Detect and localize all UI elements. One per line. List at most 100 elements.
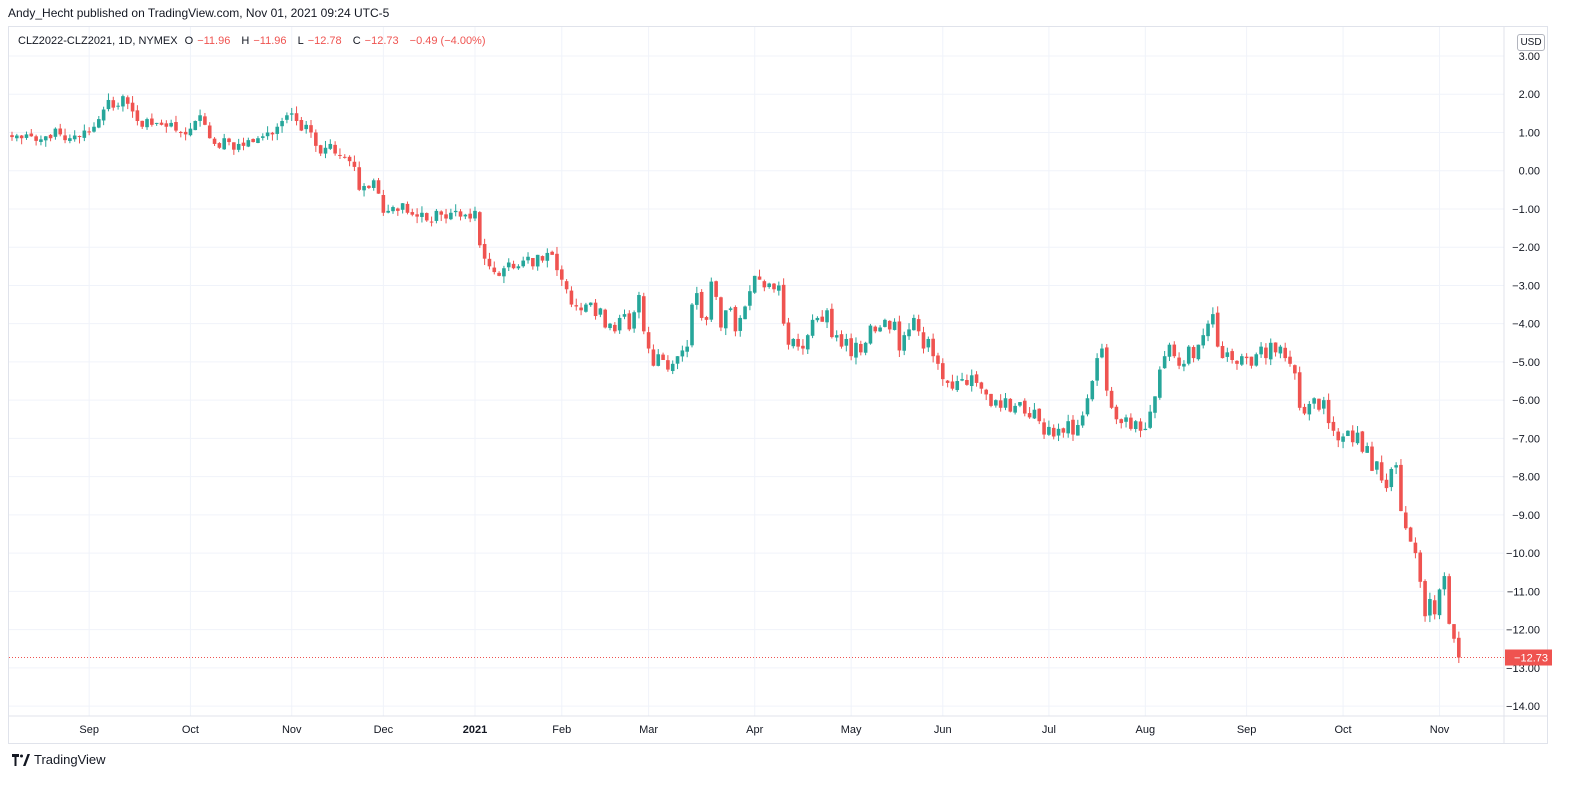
candle-down xyxy=(1379,455,1384,483)
candle-body xyxy=(998,400,1003,408)
x-tick-label: Aug xyxy=(1136,724,1156,736)
candle-down xyxy=(1191,345,1196,363)
candle-body xyxy=(863,342,868,353)
candle-body xyxy=(256,138,260,143)
candle-up xyxy=(1080,411,1085,428)
candle-body xyxy=(1259,346,1263,355)
candle-body xyxy=(1413,542,1418,554)
y-tick-label: −8.00 xyxy=(1512,472,1540,484)
legend-symbol[interactable]: CLZ2022-CLZ2021, 1D, NYMEX xyxy=(18,35,178,47)
candle-down xyxy=(1408,526,1413,542)
currency-button[interactable]: USD xyxy=(1517,34,1545,51)
candle-body xyxy=(1457,637,1461,658)
candle-down xyxy=(873,325,878,334)
candle-down xyxy=(1249,356,1254,369)
candle-down xyxy=(203,112,207,126)
candle-body xyxy=(1399,464,1403,512)
candle-down xyxy=(1051,424,1056,440)
candle-up xyxy=(1312,397,1316,409)
candle-body xyxy=(569,290,574,305)
candle-up xyxy=(473,206,477,222)
chart-frame[interactable] xyxy=(8,26,1548,744)
candle-body xyxy=(275,126,280,134)
candle-up xyxy=(43,135,48,147)
candle-up xyxy=(82,124,87,142)
x-tick-label: 2021 xyxy=(463,724,487,736)
candle-up xyxy=(588,302,593,307)
candle-up xyxy=(1428,592,1432,623)
candle-body xyxy=(955,381,960,391)
candle-up xyxy=(545,248,550,268)
candle-down xyxy=(839,330,844,349)
candle-down xyxy=(646,326,651,354)
candle-body xyxy=(396,208,400,211)
candle-body xyxy=(1394,465,1398,468)
candle-body xyxy=(695,293,699,305)
candle-down xyxy=(150,113,154,127)
candle-up xyxy=(265,126,270,140)
candle-body xyxy=(24,134,29,138)
candle-down xyxy=(714,280,718,300)
candle-down xyxy=(989,393,993,408)
candle-up xyxy=(622,309,627,320)
candle-down xyxy=(347,155,352,167)
candle-body xyxy=(376,180,381,194)
candle-up xyxy=(1056,423,1061,442)
candle-body xyxy=(294,113,299,122)
candle-body xyxy=(1379,462,1384,481)
candle-up xyxy=(743,305,747,320)
candle-body xyxy=(767,283,771,288)
candle-body xyxy=(473,210,477,219)
candle-down xyxy=(77,135,82,144)
candle-down xyxy=(183,127,188,141)
candle-body xyxy=(1027,413,1032,418)
candle-down xyxy=(830,303,834,339)
candle-body xyxy=(410,212,415,215)
candle-up xyxy=(526,252,530,264)
candle-up xyxy=(1182,360,1186,372)
candle-up xyxy=(391,205,395,214)
candle-body xyxy=(260,136,265,138)
x-tick-label: Sep xyxy=(1237,724,1257,736)
candle-down xyxy=(916,314,921,336)
candle-body xyxy=(617,317,622,331)
candle-body xyxy=(1239,356,1244,365)
candle-body xyxy=(950,381,955,389)
candle-down xyxy=(859,340,863,356)
candle-body xyxy=(53,128,58,137)
candle-up xyxy=(1225,347,1230,362)
candle-body xyxy=(10,135,14,138)
candle-body xyxy=(43,136,48,141)
candle-body xyxy=(786,322,791,345)
candle-body xyxy=(63,135,67,141)
candle-body xyxy=(907,329,911,337)
candle-body xyxy=(1201,335,1206,346)
candle-up xyxy=(1201,328,1206,349)
candle-body xyxy=(926,338,931,348)
y-tick-label: 0.00 xyxy=(1519,166,1540,178)
candle-body xyxy=(203,116,207,125)
candle-body xyxy=(1133,421,1138,430)
candle-down xyxy=(1331,416,1336,437)
candle-body xyxy=(87,131,91,133)
candle-body xyxy=(1042,422,1046,435)
candle-body xyxy=(1418,552,1423,582)
candle-down xyxy=(786,317,791,350)
candle-body xyxy=(150,118,154,125)
candle-up xyxy=(1186,345,1191,366)
tradingview-branding[interactable]: TradingView xyxy=(12,752,106,767)
candle-down xyxy=(1418,550,1423,588)
y-tick-label: 2.00 xyxy=(1519,89,1540,101)
candle-body xyxy=(1403,512,1408,529)
candle-up xyxy=(805,333,810,355)
candle-body xyxy=(1447,576,1451,624)
candle-up xyxy=(748,285,752,311)
candle-body xyxy=(299,119,304,131)
candle-down xyxy=(1452,624,1456,643)
candle-body xyxy=(1389,468,1394,488)
candle-body xyxy=(834,335,839,338)
candle-body xyxy=(733,307,738,332)
candle-body xyxy=(945,380,950,383)
candle-body xyxy=(902,335,907,351)
